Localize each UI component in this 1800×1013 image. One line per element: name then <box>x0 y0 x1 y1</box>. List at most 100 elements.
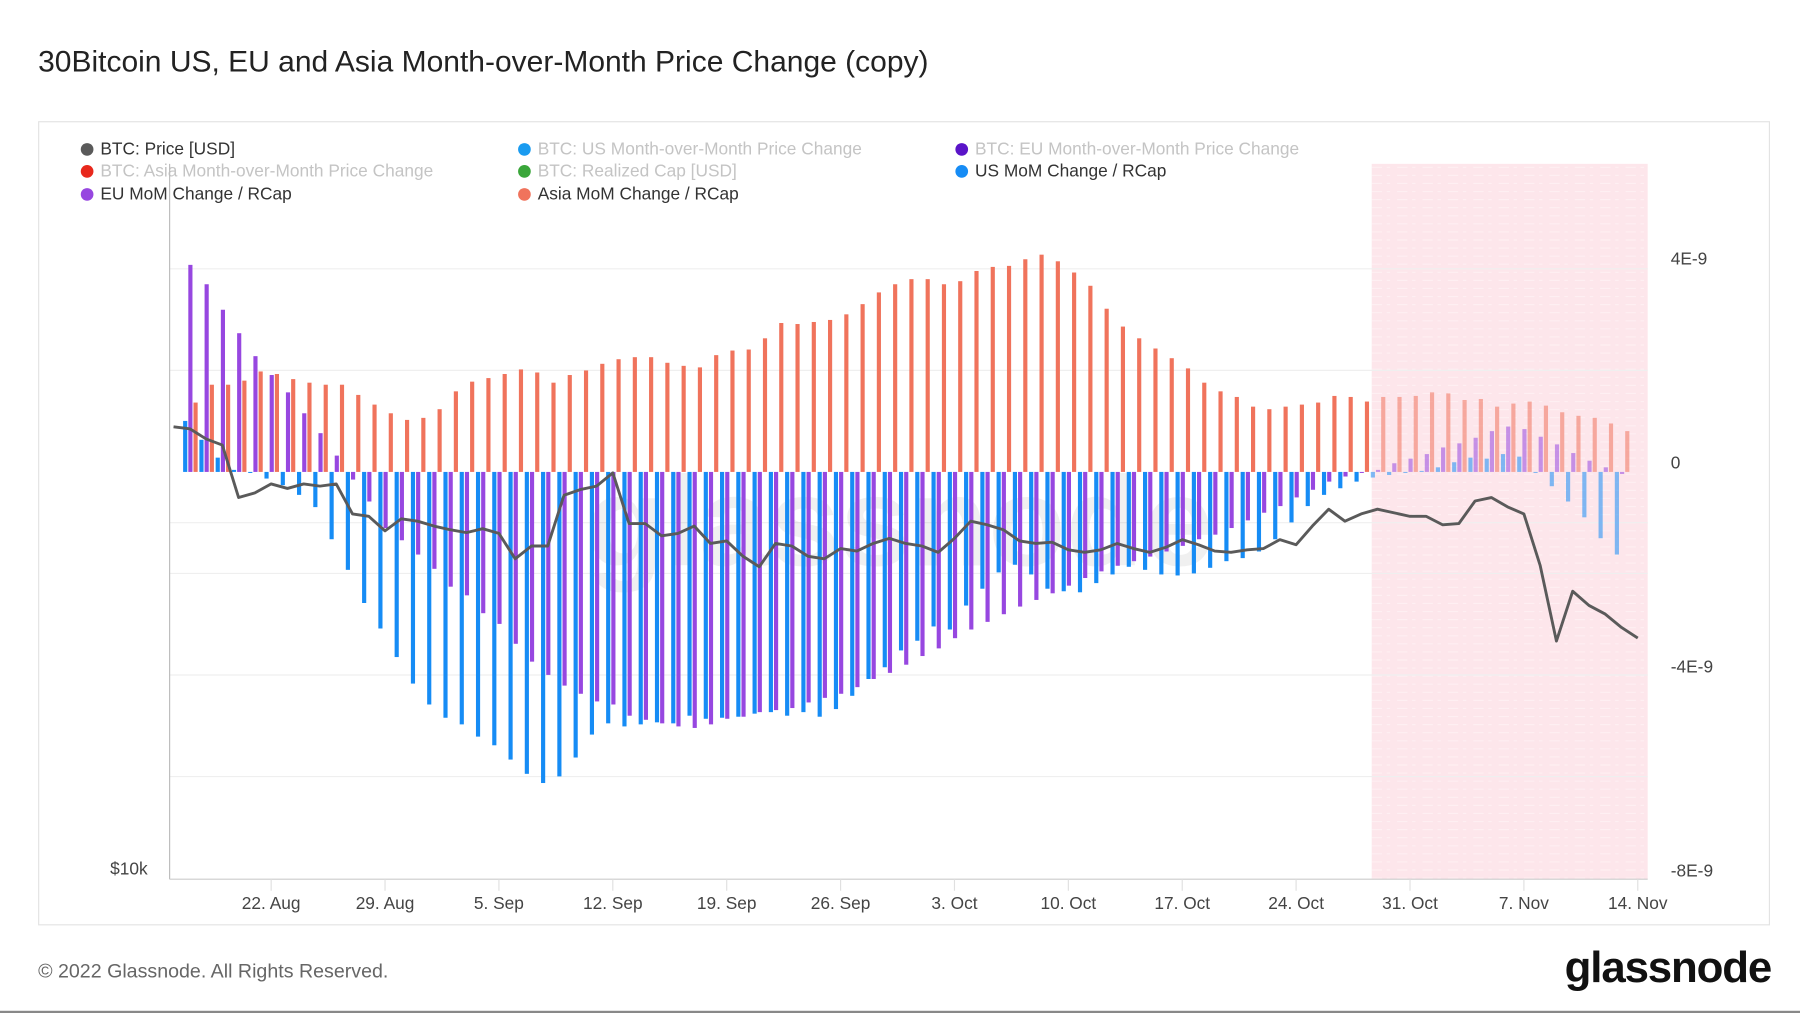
asia-mom-bar <box>893 284 898 472</box>
legend-label: US MoM Change / RCap <box>975 160 1167 181</box>
legend-item[interactable]: EU MoM Change / RCap <box>80 183 292 204</box>
legend-item[interactable]: BTC: Price [USD] <box>80 138 236 159</box>
us-mom-bar <box>1484 458 1489 472</box>
us-mom-bar <box>1094 471 1099 584</box>
us-mom-bar <box>1338 471 1343 489</box>
eu-mom-bar <box>1587 460 1592 472</box>
us-mom-bar <box>964 471 969 606</box>
eu-mom-bar <box>529 471 535 662</box>
asia-mom-bar <box>958 281 963 472</box>
us-mom-bar <box>1289 471 1294 523</box>
us-mom-bar <box>378 471 383 629</box>
asia-mom-bar <box>1462 400 1467 472</box>
us-mom-bar <box>589 471 595 735</box>
asia-mom-bar <box>258 371 263 472</box>
legend-item[interactable]: BTC: US Month-over-Month Price Change <box>518 138 862 159</box>
us-mom-bar <box>1126 471 1131 567</box>
us-mom-bar <box>996 471 1001 573</box>
us-mom-bar <box>801 471 806 713</box>
eu-mom-bar <box>1294 471 1299 498</box>
legend-dot-icon <box>80 164 94 178</box>
eu-mom-bar <box>887 471 893 673</box>
us-mom-bar <box>557 471 562 777</box>
us-mom-bar <box>1305 471 1310 507</box>
legend-item[interactable]: US MoM Change / RCap <box>955 160 1166 181</box>
asia-mom-bar <box>941 284 947 472</box>
asia-mom-bar <box>1088 285 1093 472</box>
us-mom-bar <box>1533 471 1538 473</box>
asia-mom-bar <box>762 338 768 472</box>
eu-mom-bar <box>611 471 616 705</box>
asia-mom-bar <box>1397 396 1402 472</box>
asia-mom-bar <box>193 402 198 472</box>
legend-dot-icon <box>518 187 531 201</box>
x-tick-label: 19. Sep <box>697 893 757 913</box>
eu-mom-bar <box>497 471 502 624</box>
us-mom-bar <box>915 471 920 641</box>
legend-label: EU MoM Change / RCap <box>100 184 292 204</box>
eu-mom-bar <box>1603 467 1608 472</box>
asia-mom-bar <box>1446 393 1451 472</box>
us-mom-bar <box>768 471 773 713</box>
asia-mom-bar <box>388 413 393 472</box>
asia-mom-bar <box>1299 404 1304 472</box>
eu-mom-bar <box>806 471 811 703</box>
eu-mom-bar <box>220 309 226 472</box>
asia-mom-bar <box>1495 406 1500 472</box>
asia-mom-bar <box>551 382 556 472</box>
legend-item[interactable]: BTC: Realized Cap [USD] <box>518 160 737 181</box>
asia-mom-bar <box>1576 415 1581 472</box>
asia-mom-bar <box>697 367 703 472</box>
legend-item[interactable]: BTC: EU Month-over-Month Price Change <box>955 138 1299 159</box>
eu-mom-bar <box>546 471 551 675</box>
asia-mom-bar <box>518 369 524 472</box>
us-mom-bar <box>1370 471 1375 478</box>
us-mom-bar <box>459 471 464 725</box>
asia-mom-bar <box>600 363 605 472</box>
asia-mom-bar <box>844 314 849 472</box>
eu-mom-bar <box>1197 471 1202 540</box>
asia-mom-bar <box>1478 398 1483 472</box>
us-mom-bar <box>687 471 692 716</box>
eu-mom-bar <box>1115 471 1120 566</box>
us-mom-bar <box>183 420 188 472</box>
asia-mom-bar <box>828 319 833 472</box>
us-mom-bar <box>248 471 253 473</box>
us-mom-bar <box>1468 457 1473 472</box>
us-mom-bar <box>1354 471 1359 482</box>
asia-mom-bar <box>876 292 881 472</box>
asia-mom-bar <box>1072 272 1077 472</box>
right-axis-label: 0 <box>1671 452 1681 472</box>
legend-label: BTC: Price [USD] <box>100 139 236 159</box>
us-mom-bar <box>785 471 790 716</box>
legend-item[interactable]: Asia MoM Change / RCap <box>518 183 739 204</box>
eu-mom-bar <box>253 356 258 472</box>
eu-mom-bar <box>595 471 600 702</box>
asia-mom-bar <box>1283 406 1288 472</box>
asia-mom-bar <box>1316 402 1321 472</box>
asia-mom-bar <box>1543 405 1549 472</box>
eu-mom-bar <box>1148 471 1153 557</box>
asia-mom-bar <box>1332 395 1337 472</box>
us-mom-bar <box>1452 462 1457 472</box>
legend-item[interactable]: BTC: Asia Month-over-Month Price Change <box>80 160 433 181</box>
x-tick-label: 10. Oct <box>1040 893 1096 913</box>
us-mom-bar <box>1256 471 1262 552</box>
asia-mom-bar <box>730 350 735 472</box>
x-tick-label: 12. Sep <box>583 893 643 913</box>
asia-mom-bar <box>1023 259 1028 472</box>
eu-mom-bar <box>334 455 339 472</box>
asia-mom-bar <box>1185 368 1191 472</box>
asia-mom-bar <box>226 384 231 472</box>
eu-mom-bar <box>432 471 437 569</box>
eu-mom-bar <box>741 471 746 717</box>
x-tick-label: 26. Sep <box>811 893 871 913</box>
eu-mom-bar <box>188 264 193 472</box>
asia-mom-bar <box>291 379 296 472</box>
asia-mom-bar <box>681 365 686 472</box>
us-mom-bar <box>898 471 904 651</box>
us-mom-bar <box>1143 471 1148 570</box>
eu-mom-bar <box>871 471 876 679</box>
asia-mom-bar <box>1429 392 1435 472</box>
